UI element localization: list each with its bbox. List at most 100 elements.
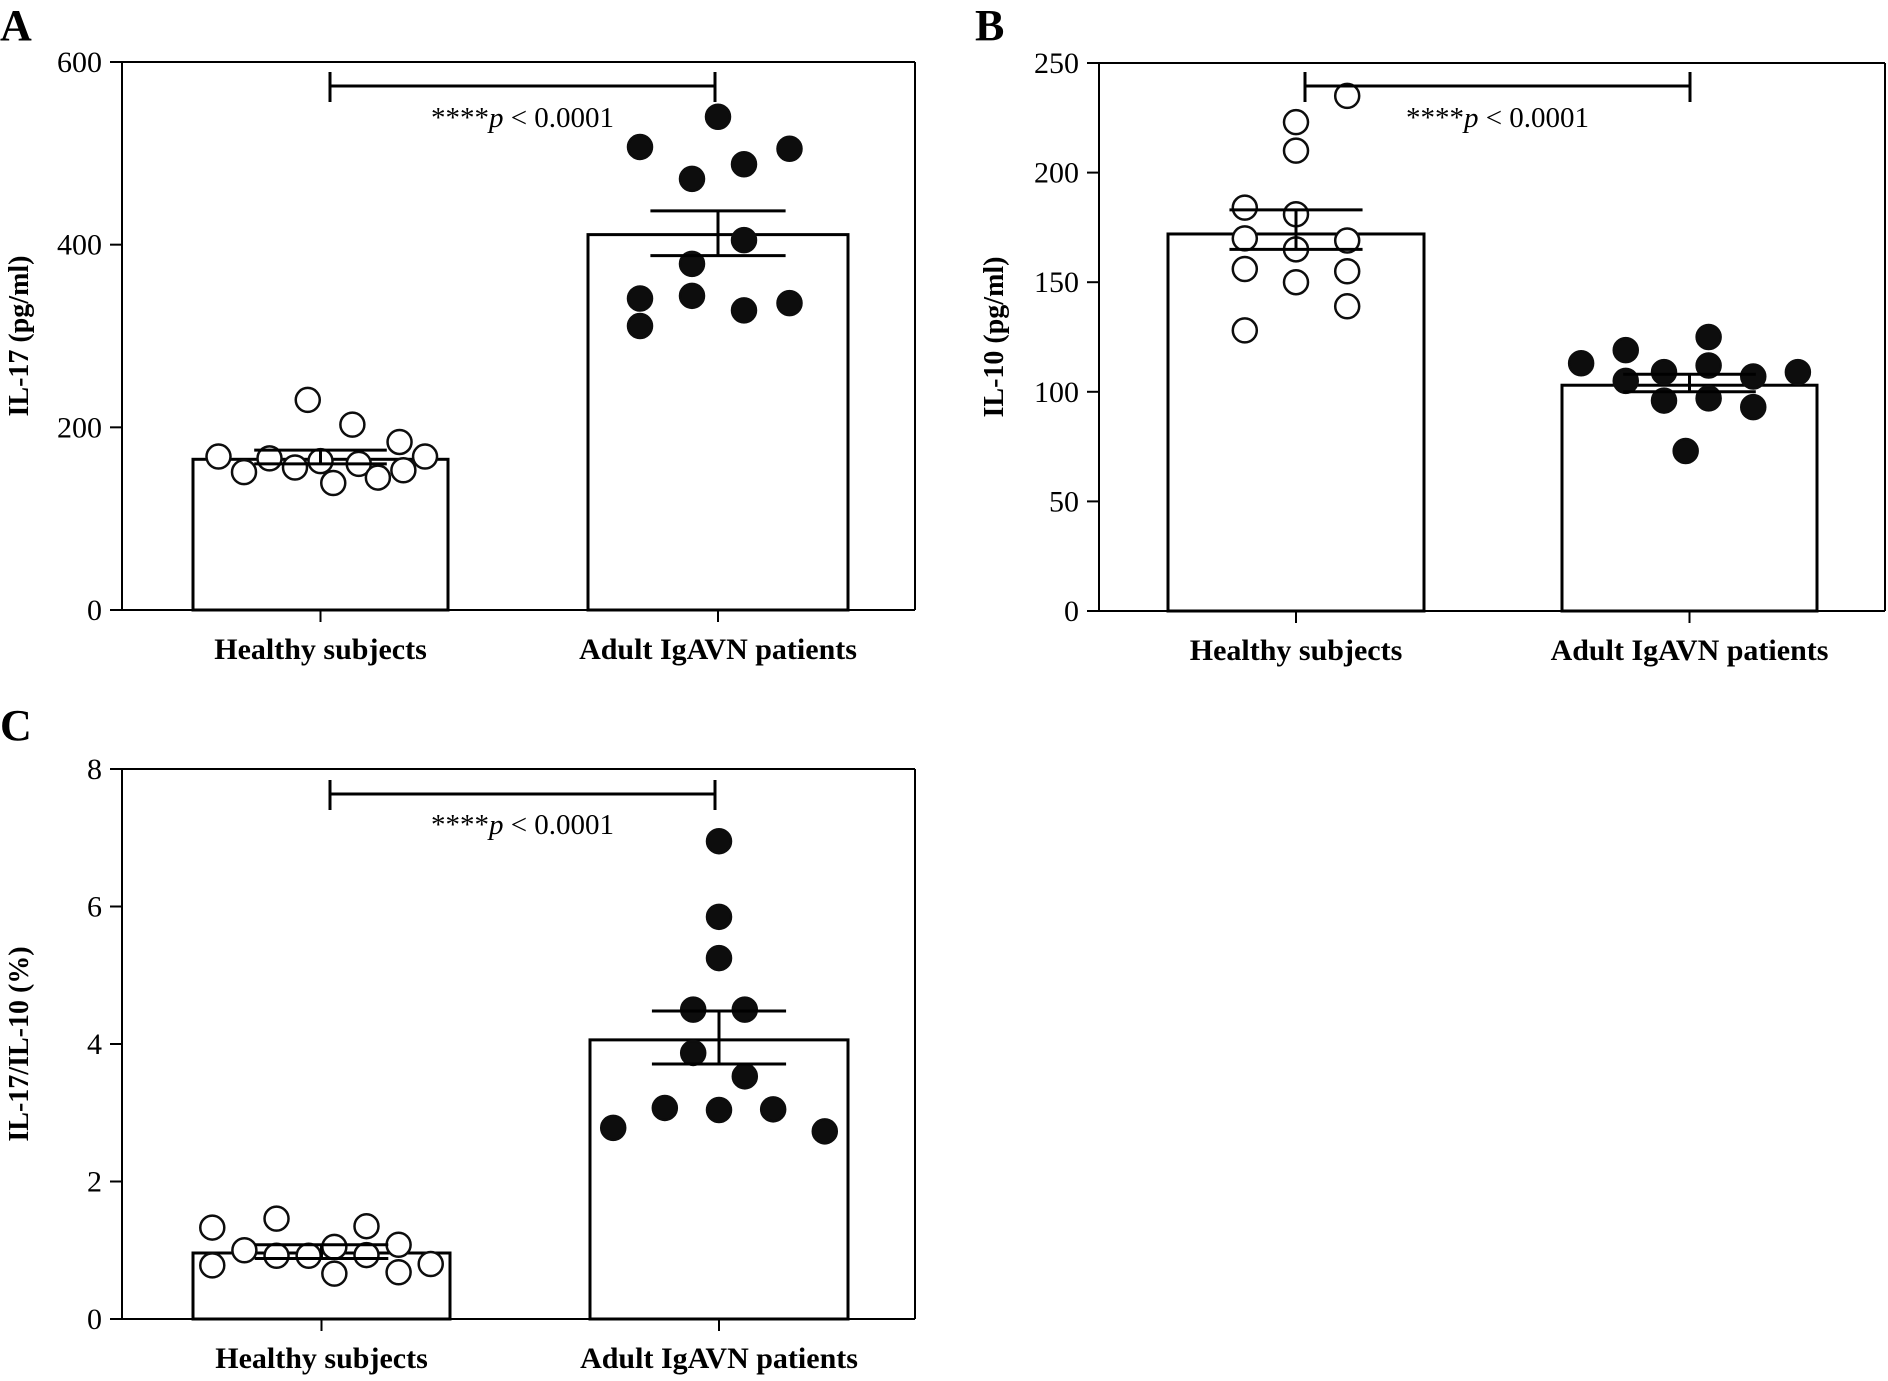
data-point-filled	[705, 903, 733, 931]
data-point-filled	[1695, 352, 1722, 379]
x-category-label: Adult IgAVN patients	[580, 1342, 858, 1375]
data-point-filled	[730, 226, 758, 254]
data-point-open	[417, 1250, 444, 1278]
bar	[1560, 383, 1819, 613]
data-point-open	[199, 1252, 226, 1279]
y-tick-label: 4	[87, 1028, 102, 1061]
data-point-filled	[679, 1039, 707, 1067]
data-point-open	[385, 1231, 412, 1258]
data-point-open	[230, 458, 258, 486]
data-point-filled	[626, 285, 654, 312]
data-point-filled	[1612, 367, 1639, 395]
data-point-filled	[776, 135, 803, 163]
data-point-open	[1333, 293, 1361, 320]
significance-label: ****p < 0.0001	[1406, 102, 1589, 134]
data-point-open	[1282, 268, 1310, 296]
bar	[588, 1038, 850, 1321]
data-point-filled	[1740, 393, 1767, 421]
data-point-filled	[1567, 350, 1595, 377]
data-point-filled	[1695, 323, 1722, 351]
y-tick-label: 100	[1034, 376, 1079, 409]
y-tick-label: 200	[1034, 157, 1079, 190]
y-tick-label: 0	[87, 1303, 102, 1336]
bar	[191, 1251, 452, 1321]
panel-letter: C	[0, 701, 32, 750]
data-point-filled	[705, 827, 733, 855]
data-point-filled	[1650, 358, 1678, 386]
bar	[586, 233, 850, 612]
data-point-open	[205, 443, 232, 470]
data-point-open	[295, 1242, 322, 1269]
y-tick-label: 250	[1034, 47, 1079, 80]
data-point-open	[353, 1241, 380, 1269]
y-tick-label: 2	[87, 1166, 102, 1199]
panel-c: C 0 2 4 6 8 IL-17/IL-10 (%) Healthy subjects Adu…	[0, 701, 916, 1375]
y-tick-label: 200	[57, 411, 102, 444]
y-axis-label: IL-10 (pg/ml)	[979, 257, 1010, 418]
data-point-open	[1231, 194, 1259, 221]
data-point-filled	[705, 944, 733, 972]
significance-label: ****p < 0.0001	[431, 809, 614, 841]
data-point-filled	[730, 297, 758, 324]
y-tick-label: 6	[87, 891, 102, 924]
data-point-open	[231, 1237, 258, 1264]
data-point-filled	[678, 165, 706, 193]
data-point-open	[390, 457, 417, 484]
panel-letter: B	[975, 1, 1004, 50]
x-category-label: Adult IgAVN patients	[1551, 634, 1829, 667]
y-tick-label: 600	[57, 46, 102, 79]
x-category-label: Healthy subjects	[215, 1342, 428, 1375]
data-point-open	[353, 1212, 380, 1240]
data-point-filled	[651, 1094, 679, 1122]
x-category-label: Healthy subjects	[1190, 634, 1403, 667]
data-point-open	[1282, 137, 1310, 164]
data-point-open	[281, 454, 309, 481]
data-point-open	[320, 469, 347, 497]
data-point-filled	[776, 289, 803, 317]
y-tick-label: 400	[57, 229, 102, 262]
panel-letter: A	[0, 1, 32, 50]
data-point-open	[1231, 317, 1259, 344]
data-point-open	[411, 443, 439, 470]
data-point-filled	[678, 250, 706, 278]
data-point-open	[364, 464, 392, 491]
data-point-filled	[730, 151, 758, 178]
data-point-open	[1231, 225, 1259, 252]
data-point-open	[321, 1260, 348, 1287]
data-point-open	[199, 1214, 226, 1241]
x-category-label: Healthy subjects	[214, 633, 427, 666]
data-point-filled	[759, 1096, 787, 1123]
y-tick-label: 8	[87, 753, 102, 786]
data-point-filled	[1650, 387, 1678, 414]
y-axis-label: IL-17 (pg/ml)	[4, 256, 35, 417]
y-tick-label: 0	[87, 594, 102, 627]
x-category-label: Adult IgAVN patients	[579, 633, 857, 666]
y-tick-label: 150	[1034, 266, 1079, 299]
data-point-open	[385, 1259, 412, 1286]
data-point-open	[321, 1233, 348, 1261]
data-point-filled	[1612, 336, 1639, 364]
significance-label: ****p < 0.0001	[431, 102, 614, 134]
data-point-open	[386, 428, 413, 456]
data-point-open	[1333, 82, 1361, 110]
bar	[1166, 232, 1426, 613]
data-point-open	[1282, 108, 1310, 136]
data-point-open	[263, 1205, 290, 1232]
data-point-filled	[811, 1118, 839, 1145]
data-point-filled	[626, 133, 654, 161]
data-point-filled	[704, 103, 732, 131]
panel-a: A 0 200 400 600 IL-17 (pg/ml) Healthy subjects…	[0, 1, 916, 666]
data-point-open	[1231, 255, 1259, 283]
data-point-filled	[599, 1114, 627, 1142]
data-point-filled	[1740, 363, 1767, 390]
data-point-filled	[705, 1096, 733, 1124]
y-tick-label: 50	[1049, 485, 1079, 518]
data-point-filled	[626, 312, 654, 340]
panel-b: B 0 50 100 150 200 250 IL-10 (pg/ml) Healthy sub…	[975, 1, 1886, 667]
data-point-filled	[678, 282, 706, 310]
data-point-open	[263, 1242, 290, 1269]
data-point-filled	[1695, 385, 1722, 412]
data-point-open	[339, 411, 366, 438]
data-point-open	[1333, 227, 1361, 254]
